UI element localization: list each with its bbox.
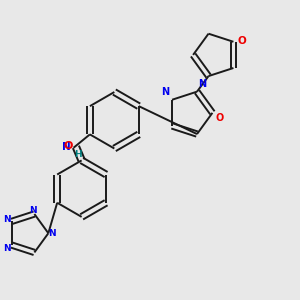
Text: N: N xyxy=(62,142,71,152)
Text: N: N xyxy=(48,229,56,238)
Text: O: O xyxy=(238,36,247,46)
Text: N: N xyxy=(199,79,207,89)
Text: N: N xyxy=(162,87,170,98)
Text: H: H xyxy=(74,150,82,159)
Text: N: N xyxy=(3,215,10,224)
Text: O: O xyxy=(216,113,224,123)
Text: O: O xyxy=(64,141,73,151)
Text: N: N xyxy=(29,206,37,214)
Text: N: N xyxy=(4,244,11,253)
